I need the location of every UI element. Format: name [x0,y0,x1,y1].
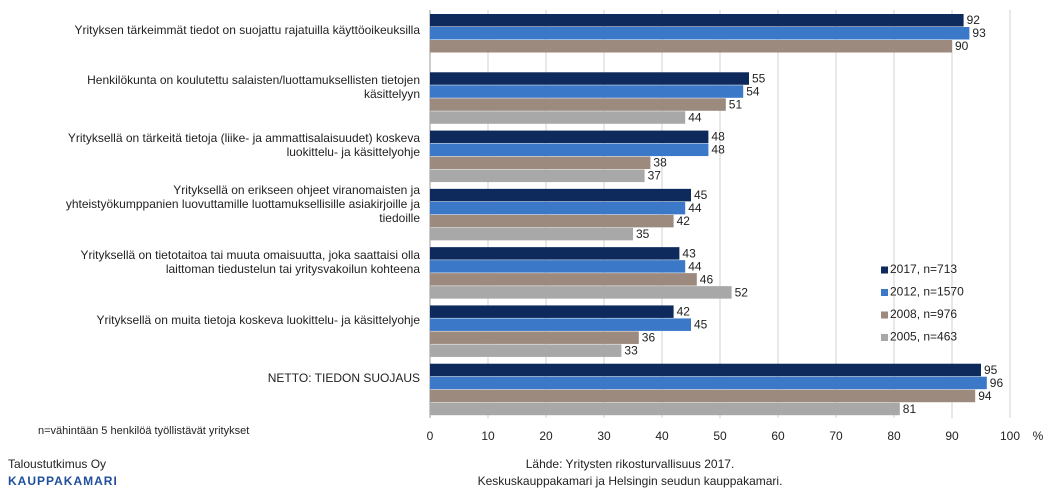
bar [430,169,645,183]
category-label: Yrityksellä on muita tietoja koskeva luo… [96,313,420,328]
bar [430,130,709,144]
value-label: 42 [677,214,691,228]
value-label: 36 [642,331,656,345]
bar [430,27,970,40]
category-label: Yrityksellä on tietotaitoa tai muuta oma… [80,247,420,276]
source: Lähde: Yritysten rikosturvallisuus 2017. [525,457,735,471]
category-label: Henkilökunta on koulutettu salaisten/luo… [87,72,420,101]
category-label: NETTO: TIEDON SUOJAUS [267,371,420,386]
x-tick-label: 100 [1000,429,1020,443]
value-label: 46 [700,272,714,286]
x-tick-label: 90 [945,429,959,443]
bar [430,227,633,241]
category-label: Yrityksellä on tärkeitä tietoja (liike- … [67,131,420,160]
x-unit: % [1033,429,1044,443]
value-label: 42 [677,305,691,319]
value-label: 90 [955,39,969,53]
bar [430,286,732,299]
value-label: 55 [752,71,766,85]
value-label: 44 [688,259,702,273]
value-label: 94 [978,389,992,403]
value-label: 45 [694,188,708,202]
value-label: 51 [729,97,743,111]
value-label: 44 [688,110,702,124]
bar [430,402,900,416]
value-label: 81 [903,402,917,416]
bar [430,143,709,157]
bar [430,260,686,273]
legend-swatch [881,311,888,319]
bar [430,188,691,202]
bar [430,344,622,357]
legend-label: 2012, n=1570 [890,285,964,299]
x-tick-label: 50 [713,429,727,443]
x-tick-label: 20 [539,429,553,443]
value-label: 96 [990,376,1004,390]
value-label: 48 [711,143,725,157]
legend-label: 2005, n=463 [890,330,957,344]
legend-label: 2017, n=713 [890,262,957,276]
bar [430,273,697,286]
value-label: 93 [972,26,986,40]
bar [430,247,680,260]
bar [430,376,987,390]
value-label: 95 [984,363,998,377]
value-label: 54 [746,84,760,98]
legend-swatch [881,334,888,341]
bar [430,156,651,170]
value-label: 43 [682,246,696,260]
x-tick-label: 70 [829,429,843,443]
x-tick-label: 60 [771,429,785,443]
bar [430,14,964,27]
category-label: Yrityksellä on erikseen ohjeet viranomai… [65,182,420,225]
x-tick-label: 40 [655,429,669,443]
source: Keskuskauppakamari ja Helsingin seudun k… [477,474,783,488]
legend-label: 2008, n=976 [890,307,957,321]
value-label: 38 [653,156,667,170]
bar [430,85,744,98]
bar [430,318,691,331]
value-label: 48 [711,130,725,144]
legend-swatch [881,266,888,274]
bar [430,214,674,228]
bar [430,305,674,318]
value-label: 35 [636,227,650,241]
bar [430,111,686,124]
bar [430,331,639,344]
x-tick-label: 0 [427,429,434,443]
brand-name: Taloustutkimus Oy [8,457,107,471]
value-label: 37 [648,169,662,183]
category-label: Yrityksen tärkeimmät tiedot on suojattu … [74,23,421,38]
legend-swatch [881,289,888,296]
value-label: 52 [735,285,749,299]
bar [430,389,976,403]
value-label: 92 [967,13,981,27]
bar [430,72,749,85]
bar [430,40,952,53]
x-tick-label: 30 [597,429,611,443]
value-label: 45 [694,318,708,332]
value-label: 33 [624,344,638,358]
x-tick-label: 80 [887,429,901,443]
bar [430,363,981,377]
brand-logo: KAUPPAKAMARI [8,474,118,488]
note: n=vähintään 5 henkilöä työllistävät yrit… [38,425,250,437]
bar [430,201,686,215]
value-label: 44 [688,201,702,215]
x-tick-label: 10 [481,429,495,443]
bar [430,98,726,111]
